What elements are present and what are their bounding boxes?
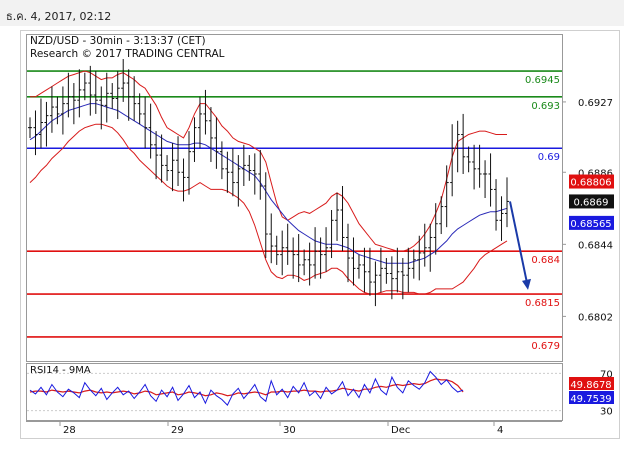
top-bar: ธ.ค. 4, 2017, 02:12 — [0, 0, 624, 26]
price-badge-label-2: 0.68565 — [570, 219, 611, 230]
bollinger-upper-line — [30, 70, 507, 252]
x-tick-label-1: 29 — [171, 425, 184, 436]
rsi-line — [29, 370, 464, 406]
axis-labels: 0.69270.68860.68440.68020.688060.68690.6… — [59, 98, 614, 436]
rsi-ma-line — [29, 378, 464, 397]
forecast-arrow-head — [522, 278, 531, 290]
outer-frame — [20, 30, 620, 439]
level-label-4: 0.6815 — [525, 298, 560, 309]
price-badge-label-0: 0.68806 — [570, 178, 611, 189]
chart-title: NZD/USD - 30min - 3:13:37 (CET) — [30, 35, 206, 47]
rsi-tick-label-0: 70 — [600, 369, 613, 380]
price-badge-2 — [569, 215, 614, 230]
rsi-plot — [27, 370, 562, 412]
rsi-badge-label-0: 49.8678 — [570, 380, 611, 391]
price-badge-0 — [569, 174, 614, 189]
price-badge-label-1: 0.6869 — [574, 197, 609, 208]
level-label-1: 0.693 — [531, 101, 560, 112]
forecast-arrow-line — [509, 201, 528, 284]
x-tick-label-4: 4 — [497, 425, 503, 436]
x-tick-label-3: Dec — [391, 425, 410, 436]
price-badge-1 — [569, 194, 614, 209]
x-tick-label-0: 28 — [63, 425, 76, 436]
level-label-0: 0.6945 — [525, 75, 560, 86]
rsi-badge-1 — [569, 391, 614, 404]
y-tick-label-3: 0.6802 — [578, 312, 613, 323]
rsi-badge-label-1: 49.7539 — [570, 394, 611, 405]
level-label-3: 0.684 — [531, 255, 560, 266]
price-plot: 0.6945 0.693 0.69 0.684 0.6815 0.679 — [27, 59, 562, 352]
rsi-title: RSI14 - 9MA — [30, 365, 91, 376]
y-tick-label-0: 0.6927 — [578, 98, 613, 109]
rsi-tick-label-1: 30 — [600, 407, 613, 418]
rsi-badge-0 — [569, 377, 614, 390]
chart-subtitle: Research © 2017 TRADING CENTRAL — [30, 48, 225, 60]
price-panel-frame — [26, 34, 563, 362]
moving-average-line — [29, 103, 508, 264]
timestamp: ธ.ค. 4, 2017, 02:12 — [6, 10, 112, 23]
level-label-5: 0.679 — [531, 341, 560, 352]
x-tick-label-2: 30 — [283, 425, 296, 436]
y-tick-label-2: 0.6844 — [578, 240, 613, 251]
bollinger-lower-line — [29, 123, 508, 295]
level-label-2: 0.69 — [538, 152, 560, 163]
y-tick-label-1: 0.6886 — [578, 168, 613, 179]
